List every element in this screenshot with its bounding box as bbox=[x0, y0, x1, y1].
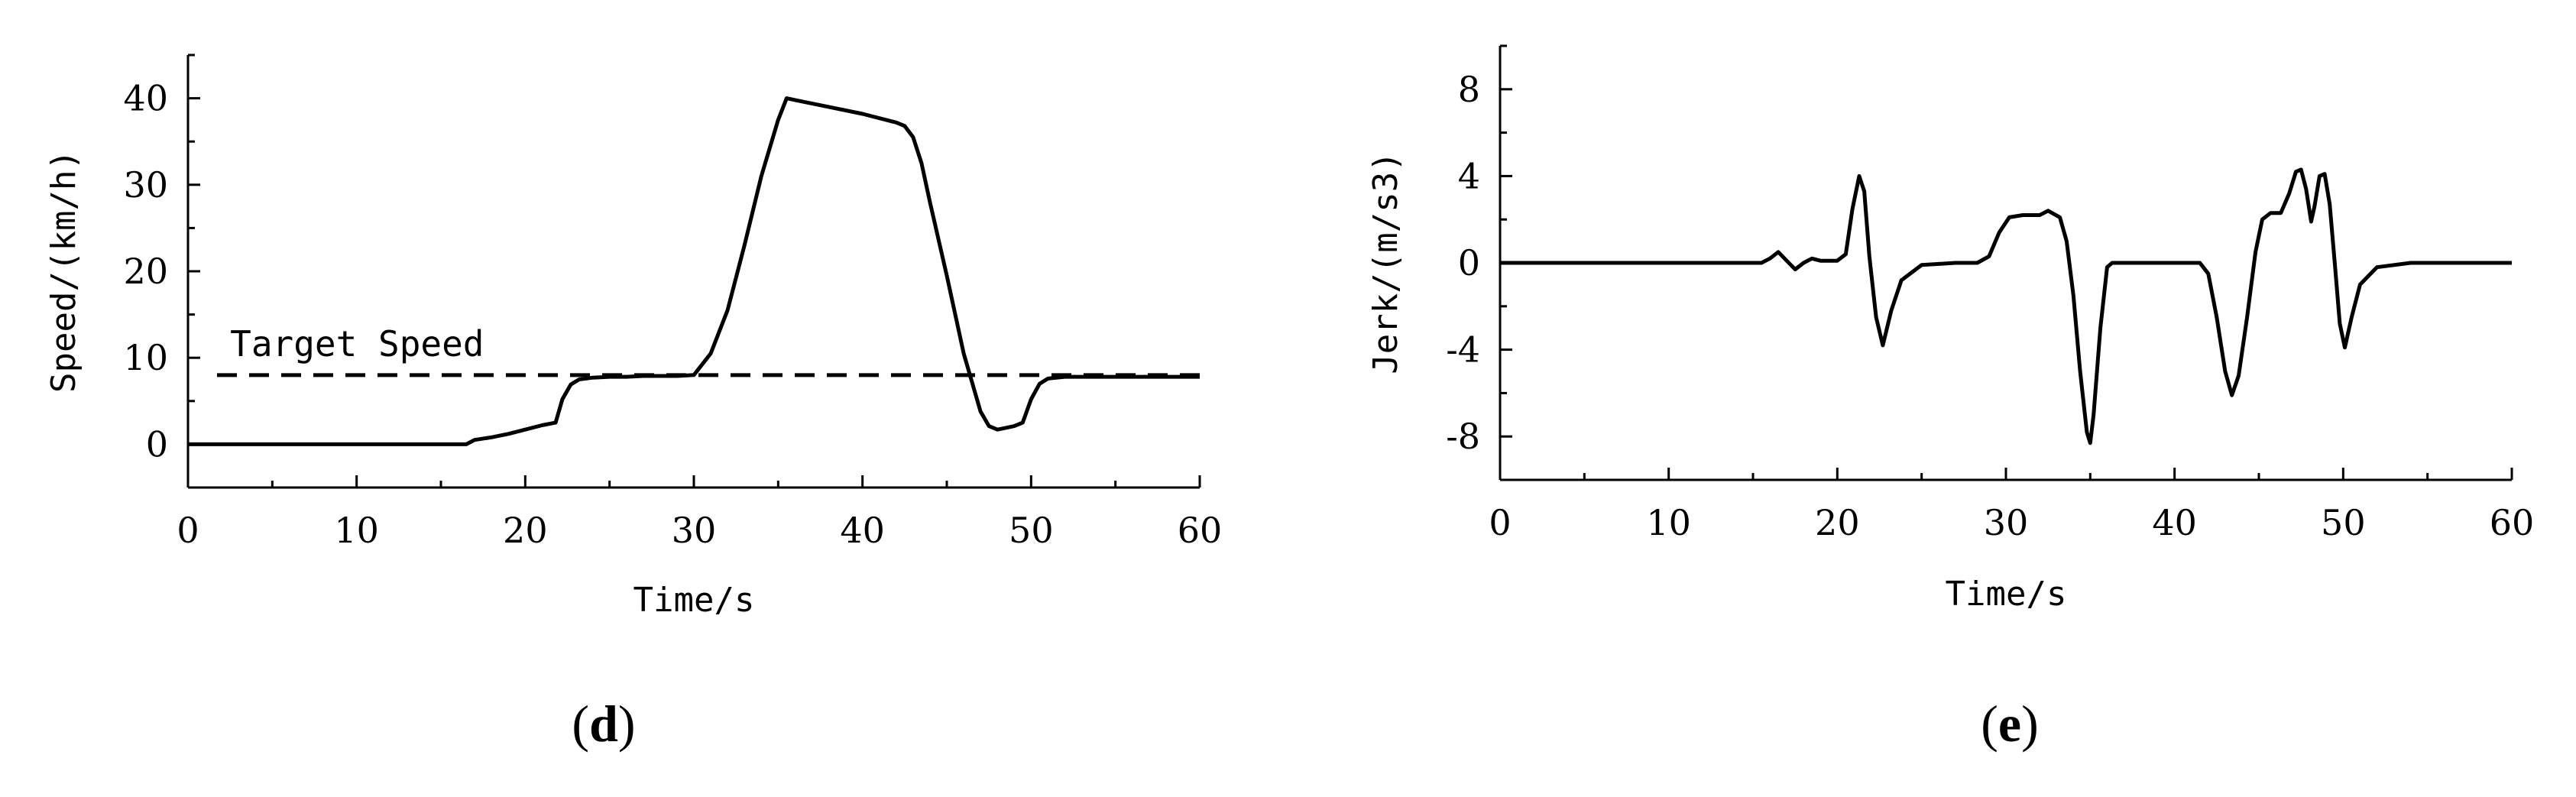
speed-y-axis-label: Speed/(km/h) bbox=[44, 150, 83, 393]
x-tick-label: 40 bbox=[840, 510, 885, 551]
speed-ticks: 0 10 20 30 40 50 60 0 10 20 30 40 bbox=[123, 53, 1223, 551]
y-tick-label: 40 bbox=[123, 78, 168, 119]
x-tick-label: 10 bbox=[1646, 502, 1691, 543]
y-tick-label: 8 bbox=[1458, 69, 1480, 110]
x-tick-label: 20 bbox=[1815, 502, 1860, 543]
y-tick-label: 4 bbox=[1458, 155, 1480, 196]
x-tick-label: 30 bbox=[1984, 502, 2029, 543]
panel-label-d: (d) bbox=[572, 695, 635, 753]
y-tick-label: 0 bbox=[1458, 242, 1480, 283]
y-tick-label: 0 bbox=[146, 423, 168, 465]
y-tick-label: 30 bbox=[123, 164, 168, 206]
x-tick-label: 0 bbox=[1489, 502, 1511, 543]
speed-series-line bbox=[188, 96, 1200, 446]
speed-chart: 0 10 20 30 40 50 60 0 10 20 30 40 Target Speed Time… bbox=[44, 53, 1223, 753]
x-tick-label: 30 bbox=[672, 510, 717, 551]
speed-x-axis-label: Time/s bbox=[633, 581, 755, 620]
target-speed-annotation: Target Speed bbox=[230, 323, 484, 364]
y-tick-label: -8 bbox=[1446, 416, 1480, 457]
panel-label-e: (e) bbox=[1981, 695, 2039, 753]
jerk-x-axis-label: Time/s bbox=[1946, 575, 2067, 614]
x-tick-label: 50 bbox=[1009, 510, 1054, 551]
x-tick-label: 40 bbox=[2152, 502, 2197, 543]
x-tick-label: 10 bbox=[334, 510, 379, 551]
jerk-y-axis-label: Jerk/(m/s3) bbox=[1366, 151, 1405, 374]
x-tick-label: 50 bbox=[2321, 502, 2366, 543]
y-tick-label: 10 bbox=[123, 337, 168, 378]
x-tick-label: 60 bbox=[2490, 502, 2535, 543]
y-tick-label: 20 bbox=[123, 251, 168, 292]
x-tick-label: 0 bbox=[177, 510, 199, 551]
jerk-series-line bbox=[1500, 167, 2512, 445]
x-tick-label: 60 bbox=[1178, 510, 1223, 551]
y-tick-label: -4 bbox=[1446, 329, 1480, 371]
speed-axes bbox=[186, 55, 1200, 489]
x-tick-label: 20 bbox=[503, 510, 548, 551]
